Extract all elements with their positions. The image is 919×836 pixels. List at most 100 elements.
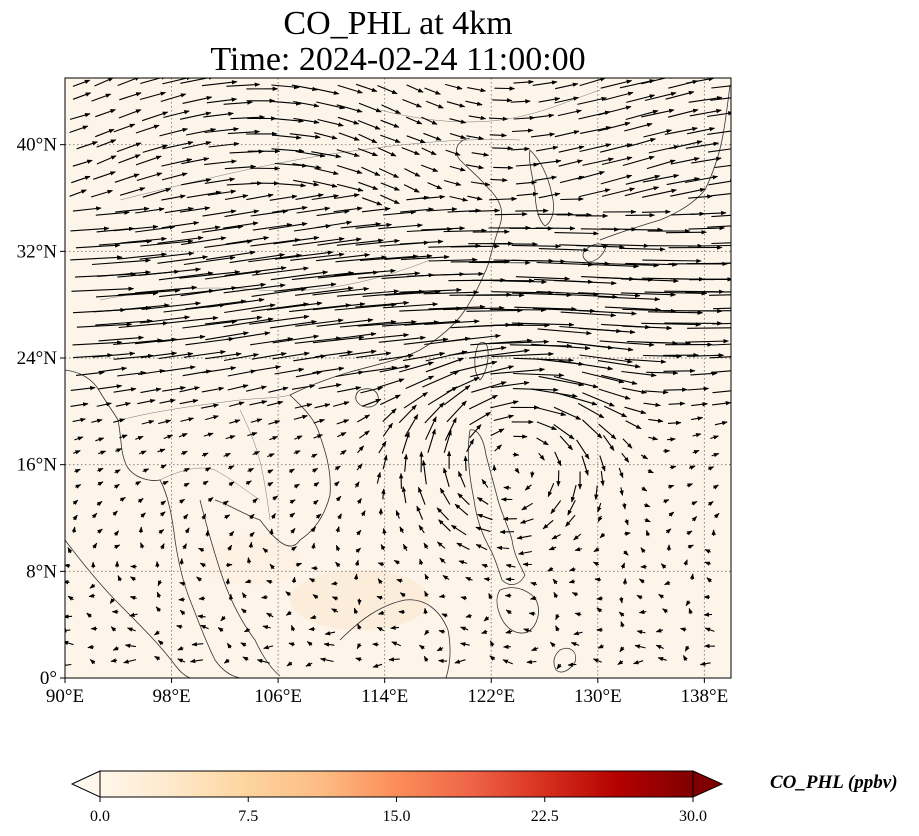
wind-arrow	[267, 469, 274, 474]
wind-arrow	[293, 179, 320, 187]
wind-arrow	[689, 573, 695, 580]
wind-arrow	[425, 350, 468, 362]
wind-arrow	[91, 512, 98, 519]
wind-arrow	[530, 113, 555, 119]
wind-arrow	[655, 628, 664, 633]
wind-arrow	[244, 578, 252, 584]
wind-arrow	[295, 318, 344, 327]
wind-arrow	[505, 563, 516, 569]
wind-arrow	[603, 91, 634, 101]
plot-title-variable: CO_PHL at 4km	[283, 5, 513, 42]
wind-arrow	[116, 142, 142, 153]
wind-arrow	[428, 271, 484, 277]
wind-arrow	[425, 416, 437, 440]
wind-arrow	[448, 345, 507, 356]
lon-tick-label: 138°E	[681, 686, 729, 707]
wind-arrow	[400, 239, 444, 245]
wind-arrow	[266, 301, 323, 311]
wind-arrow	[225, 235, 270, 245]
wind-arrow	[636, 594, 643, 600]
wind-arrow	[657, 657, 667, 662]
wind-arrow	[140, 387, 162, 394]
wind-arrow	[554, 130, 580, 138]
wind-arrow	[597, 296, 661, 302]
wind-arrow	[489, 655, 496, 661]
wind-arrow	[428, 304, 486, 310]
wind-arrow	[134, 285, 198, 294]
wind-arrow	[316, 209, 350, 217]
wind-arrow	[202, 480, 209, 486]
wind-arrow	[393, 559, 400, 565]
wind-arrow	[638, 609, 647, 615]
coastline-kyushu	[582, 243, 607, 263]
wind-arrow	[406, 195, 430, 201]
wind-arrow	[707, 111, 731, 118]
wind-arrow	[95, 318, 153, 326]
wind-arrow	[621, 370, 657, 378]
wind-arrow	[333, 268, 397, 276]
wind-arrow	[406, 84, 424, 93]
wind-arrow	[703, 612, 713, 617]
wind-arrow	[161, 220, 200, 229]
wind-arrow	[491, 290, 554, 296]
wind-arrow	[534, 406, 567, 417]
wind-arrow	[493, 165, 514, 170]
wind-arrow	[557, 109, 582, 117]
wind-arrow	[456, 542, 470, 550]
wind-arrow	[554, 82, 579, 90]
wind-arrow	[454, 503, 469, 516]
wind-arrow	[619, 487, 624, 496]
wind-arrow	[660, 563, 667, 569]
wind-arrow	[418, 524, 425, 534]
wind-arrow	[531, 646, 539, 652]
wind-arrow	[665, 230, 707, 235]
lon-tick-label: 122°E	[467, 686, 515, 707]
colorbar: 0.0 7.5 15.0 22.5 30.0 CO_PHL (ppbv)	[70, 770, 898, 825]
wind-arrow	[361, 206, 391, 213]
wind-arrow	[467, 87, 487, 93]
wind-arrow	[205, 467, 212, 472]
wind-arrow	[663, 368, 696, 374]
wind-arrow	[711, 242, 731, 245]
wind-arrow	[162, 141, 194, 150]
wind-arrow	[664, 126, 698, 135]
wind-arrow	[436, 507, 449, 521]
wind-arrow	[620, 278, 679, 284]
wind-arrow	[135, 155, 162, 166]
wind-arrow	[406, 135, 426, 144]
wind-arrow	[513, 372, 565, 378]
wind-arrow	[554, 231, 599, 236]
gridlines	[65, 78, 731, 678]
wind-arrow	[76, 141, 98, 150]
wind-arrow	[538, 192, 561, 199]
wind-arrow	[262, 547, 269, 554]
wind-arrow	[250, 238, 301, 247]
plot-title-time: Time: 2024-02-24 11:00:00	[210, 41, 586, 78]
wind-arrow	[230, 115, 266, 120]
wind-arrow	[228, 401, 245, 407]
wind-arrow	[269, 319, 318, 329]
wind-arrow	[668, 401, 686, 406]
wind-arrow	[570, 484, 577, 503]
wind-arrow	[228, 481, 235, 487]
wind-arrow	[707, 466, 715, 471]
wind-arrow	[203, 111, 234, 118]
wind-arrow	[600, 470, 605, 487]
wind-arrow	[291, 384, 316, 390]
wind-arrow	[96, 139, 117, 148]
wind-arrow	[97, 481, 104, 487]
wind-arrow	[559, 435, 573, 451]
wind-arrow	[295, 286, 354, 296]
wind-arrow	[665, 90, 695, 100]
wind-arrow	[140, 78, 167, 85]
wind-arrow	[505, 629, 513, 634]
wind-arrow	[643, 402, 661, 408]
wind-arrow	[157, 334, 206, 343]
wind-arrow	[684, 175, 719, 184]
wind-arrow	[422, 370, 460, 388]
wind-arrow	[337, 513, 342, 520]
colorbar-gradient	[99, 770, 694, 798]
wind-arrow	[536, 290, 599, 297]
wind-arrow	[382, 422, 393, 437]
wind-arrow	[274, 250, 334, 260]
